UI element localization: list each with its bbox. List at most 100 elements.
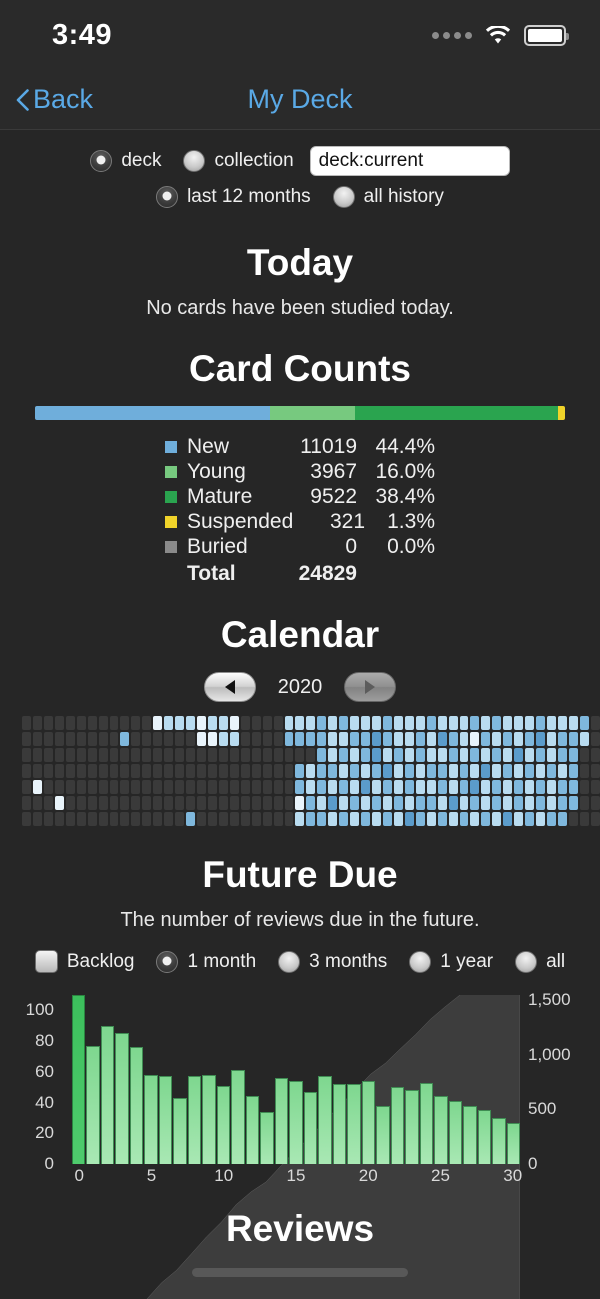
heatmap-cell[interactable] xyxy=(492,796,502,810)
heatmap-cell[interactable] xyxy=(131,764,141,778)
heatmap-cell[interactable] xyxy=(361,748,370,762)
heatmap-cell[interactable] xyxy=(142,796,152,810)
heatmap-cell[interactable] xyxy=(284,716,294,730)
heatmap-cell[interactable] xyxy=(197,748,206,762)
heatmap-cell[interactable] xyxy=(54,780,64,794)
heatmap-cell[interactable] xyxy=(164,732,174,746)
radio-last-12-months[interactable]: last 12 months xyxy=(156,186,311,208)
heatmap-cell[interactable] xyxy=(382,796,392,810)
heatmap-cell[interactable] xyxy=(525,796,535,810)
heatmap-cell[interactable] xyxy=(76,716,86,730)
heatmap-cell[interactable] xyxy=(525,812,535,826)
heatmap-cell[interactable] xyxy=(404,764,414,778)
heatmap-cell[interactable] xyxy=(514,812,524,826)
heatmap-cell[interactable] xyxy=(131,732,141,746)
heatmap-cell[interactable] xyxy=(437,732,447,746)
heatmap-cell[interactable] xyxy=(448,732,458,746)
heatmap-cell[interactable] xyxy=(547,796,556,810)
heatmap-cell[interactable] xyxy=(328,748,338,762)
heatmap-cell[interactable] xyxy=(98,716,108,730)
heatmap-cell[interactable] xyxy=(437,764,447,778)
heatmap-cell[interactable] xyxy=(459,764,469,778)
heatmap-cell[interactable] xyxy=(415,796,425,810)
heatmap-cell[interactable] xyxy=(393,796,403,810)
heatmap-cell[interactable] xyxy=(557,780,567,794)
heatmap-cell[interactable] xyxy=(251,748,261,762)
heatmap-cell[interactable] xyxy=(317,748,327,762)
heatmap-cell[interactable] xyxy=(536,796,545,810)
heatmap-cell[interactable] xyxy=(65,780,75,794)
heatmap-cell[interactable] xyxy=(503,748,513,762)
heatmap-cell[interactable] xyxy=(557,812,567,826)
heatmap-cell[interactable] xyxy=(229,732,239,746)
heatmap-cell[interactable] xyxy=(65,764,75,778)
heatmap-cell[interactable] xyxy=(284,796,294,810)
heatmap-cell[interactable] xyxy=(525,732,535,746)
heatmap-cell[interactable] xyxy=(306,796,316,810)
heatmap-cell[interactable] xyxy=(218,732,228,746)
heatmap-cell[interactable] xyxy=(76,732,86,746)
heatmap-cell[interactable] xyxy=(153,748,163,762)
heatmap-cell[interactable] xyxy=(207,732,217,746)
heatmap-cell[interactable] xyxy=(120,764,130,778)
heatmap-cell[interactable] xyxy=(568,764,578,778)
heatmap-cell[interactable] xyxy=(262,748,272,762)
heatmap-cell[interactable] xyxy=(32,780,42,794)
back-button[interactable]: Back xyxy=(16,84,93,115)
heatmap-cell[interactable] xyxy=(197,812,206,826)
heatmap-cell[interactable] xyxy=(426,732,436,746)
heatmap-cell[interactable] xyxy=(273,780,283,794)
heatmap-cell[interactable] xyxy=(426,780,436,794)
heatmap-cell[interactable] xyxy=(350,796,360,810)
heatmap-cell[interactable] xyxy=(65,812,75,826)
heatmap-cell[interactable] xyxy=(295,716,305,730)
heatmap-cell[interactable] xyxy=(492,764,502,778)
heatmap-cell[interactable] xyxy=(120,796,130,810)
heatmap-cell[interactable] xyxy=(404,716,414,730)
heatmap-cell[interactable] xyxy=(557,748,567,762)
heatmap-cell[interactable] xyxy=(448,812,458,826)
heatmap-cell[interactable] xyxy=(470,732,480,746)
heatmap-cell[interactable] xyxy=(437,748,447,762)
heatmap-cell[interactable] xyxy=(76,780,86,794)
heatmap-cell[interactable] xyxy=(32,732,42,746)
heatmap-cell[interactable] xyxy=(568,780,578,794)
heatmap-cell[interactable] xyxy=(43,764,53,778)
heatmap-cell[interactable] xyxy=(415,732,425,746)
heatmap-cell[interactable] xyxy=(306,764,316,778)
heatmap-cell[interactable] xyxy=(481,732,491,746)
heatmap-cell[interactable] xyxy=(437,716,447,730)
heatmap-cell[interactable] xyxy=(514,732,524,746)
heatmap-cell[interactable] xyxy=(317,796,327,810)
heatmap-cell[interactable] xyxy=(415,764,425,778)
heatmap-cell[interactable] xyxy=(262,812,272,826)
heatmap-cell[interactable] xyxy=(142,732,152,746)
heatmap-cell[interactable] xyxy=(131,716,141,730)
heatmap-cell[interactable] xyxy=(109,780,119,794)
heatmap-cell[interactable] xyxy=(547,812,556,826)
heatmap-cell[interactable] xyxy=(32,748,42,762)
heatmap-cell[interactable] xyxy=(361,732,370,746)
heatmap-cell[interactable] xyxy=(284,812,294,826)
heatmap-cell[interactable] xyxy=(525,748,535,762)
radio-deck[interactable]: deck xyxy=(90,150,161,172)
heatmap-cell[interactable] xyxy=(54,732,64,746)
heatmap-cell[interactable] xyxy=(361,812,370,826)
heatmap-cell[interactable] xyxy=(536,812,545,826)
heatmap-cell[interactable] xyxy=(164,748,174,762)
heatmap-cell[interactable] xyxy=(372,796,381,810)
heatmap-cell[interactable] xyxy=(536,716,545,730)
heatmap-cell[interactable] xyxy=(470,748,480,762)
heatmap-cell[interactable] xyxy=(339,812,349,826)
heatmap-cell[interactable] xyxy=(557,716,567,730)
heatmap-cell[interactable] xyxy=(32,812,42,826)
heatmap-cell[interactable] xyxy=(459,732,469,746)
heatmap-cell[interactable] xyxy=(393,716,403,730)
heatmap-cell[interactable] xyxy=(98,732,108,746)
heatmap-cell[interactable] xyxy=(547,764,556,778)
heatmap-cell[interactable] xyxy=(22,732,31,746)
heatmap-cell[interactable] xyxy=(579,796,589,810)
heatmap-cell[interactable] xyxy=(43,812,53,826)
heatmap-cell[interactable] xyxy=(361,764,370,778)
heatmap-cell[interactable] xyxy=(590,748,600,762)
